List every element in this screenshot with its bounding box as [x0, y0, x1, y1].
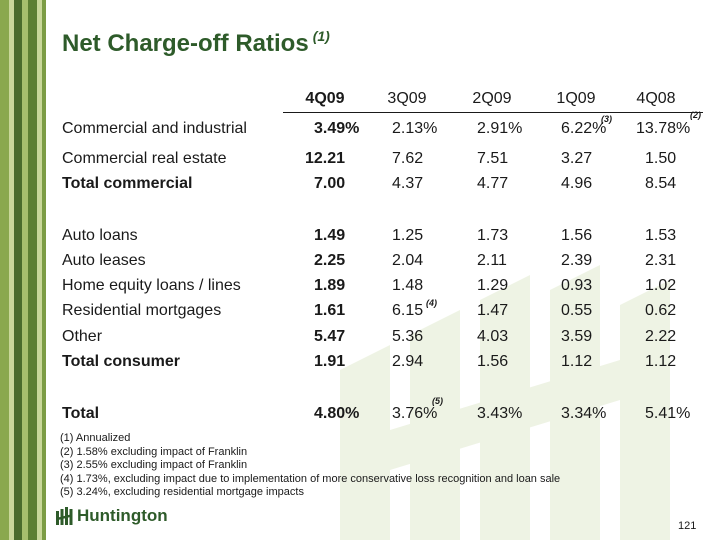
cell: 4.77 — [477, 175, 509, 192]
row-label: Auto leases — [62, 252, 146, 269]
cell: 2.11 — [477, 252, 507, 269]
row-label: Auto loans — [62, 227, 138, 244]
cell: 1.53 — [645, 227, 677, 244]
cell: 1.91 — [314, 353, 346, 370]
cell: 0.93 — [561, 277, 593, 294]
cell: 1.25 — [392, 227, 424, 244]
cell: 2.31 — [645, 252, 677, 269]
cell: 0.62 — [645, 302, 677, 319]
logo-wordmark: Huntington — [77, 506, 168, 525]
cell: 1.29 — [477, 277, 509, 294]
row-label: Total consumer — [62, 353, 180, 370]
cell: 1.56 — [561, 227, 593, 244]
cell: 1.49 — [314, 227, 346, 244]
title-footnote-ref: (1) — [312, 28, 330, 44]
footnote-ref: (3) — [601, 114, 612, 124]
cell: 1.02 — [645, 277, 677, 294]
page-number: 121 — [678, 520, 697, 532]
row-label: Total commercial — [62, 175, 193, 192]
cell: 13.78% — [636, 120, 691, 137]
cell: 2.39 — [561, 252, 593, 269]
col-header-1q09: 1Q09 — [556, 90, 596, 107]
cell: 4.03 — [477, 328, 509, 345]
cell: 3.76% — [392, 405, 438, 422]
cell: 8.54 — [645, 175, 677, 192]
cell: 1.61 — [314, 302, 346, 319]
cell: 1.89 — [314, 277, 346, 294]
cell: 3.43% — [477, 405, 523, 422]
footnote-5: (5) 3.24%, excluding residential mortgag… — [60, 486, 304, 498]
cell: 5.36 — [392, 328, 424, 345]
footnote-2: (2) 1.58% excluding impact of Franklin — [60, 445, 248, 458]
col-header-3q09: 3Q09 — [387, 90, 427, 107]
cell: 1.50 — [645, 150, 677, 167]
cell: 7.00 — [314, 175, 346, 192]
row-label: Total — [62, 405, 100, 422]
row-label: Commercial real estate — [62, 150, 227, 167]
cell: 0.55 — [561, 302, 593, 319]
cell: 2.91% — [477, 120, 523, 137]
cell: 5.41% — [645, 405, 691, 422]
cell: 2.94 — [392, 353, 424, 370]
cell: 1.48 — [392, 277, 424, 294]
footnote-4: (4) 1.73%, excluding impact due to imple… — [60, 472, 561, 485]
left-stripes — [0, 0, 50, 540]
cell: 4.96 — [561, 175, 593, 192]
cell: 3.34% — [561, 405, 607, 422]
row-label: Other — [62, 328, 103, 345]
footnote-3: (3) 2.55% excluding impact of Franklin — [60, 459, 248, 471]
cell: 7.62 — [392, 150, 424, 167]
cell: 4.37 — [392, 175, 424, 192]
cell: 1.73 — [477, 227, 509, 244]
cell: 7.51 — [477, 150, 509, 167]
cell: 6.15 — [392, 302, 424, 319]
footnote-ref: (2) — [690, 110, 701, 120]
cell: 1.47 — [477, 302, 509, 319]
watermark-logo — [340, 265, 670, 540]
cell: 3.49% — [314, 120, 360, 137]
cell: 12.21 — [305, 150, 346, 167]
cell: 4.80% — [314, 405, 360, 422]
cell: 2.22 — [645, 328, 677, 345]
footnotes: (1) Annualized (2) 1.58% excluding impac… — [60, 432, 560, 500]
cell: 2.04 — [392, 252, 424, 269]
huntington-logo: Huntington — [55, 505, 168, 527]
col-header-4q09: 4Q09 — [305, 90, 345, 107]
cell: 1.12 — [561, 353, 593, 370]
cell: 1.12 — [645, 353, 677, 370]
cell: 5.47 — [314, 328, 346, 345]
huntington-mark-icon — [56, 507, 73, 525]
row-label: Home equity loans / lines — [62, 277, 241, 294]
cell: 3.27 — [561, 150, 593, 167]
cell: 1.56 — [477, 353, 509, 370]
cell: 3.59 — [561, 328, 593, 345]
col-header-2q09: 2Q09 — [472, 90, 512, 107]
footnote-ref: (5) — [432, 396, 443, 406]
footnote-1: (1) Annualized — [60, 432, 131, 444]
footnote-ref: (4) — [426, 298, 437, 308]
cell: 6.22% — [561, 120, 607, 137]
cell: 2.25 — [314, 252, 346, 269]
page-title: Net Charge-off Ratios (1) — [62, 28, 330, 57]
cell: 2.13% — [392, 120, 438, 137]
col-header-4q08: 4Q08 — [636, 90, 676, 107]
row-label: Commercial and industrial — [62, 120, 247, 137]
header-rule — [283, 112, 703, 113]
row-label: Residential mortgages — [62, 302, 222, 319]
